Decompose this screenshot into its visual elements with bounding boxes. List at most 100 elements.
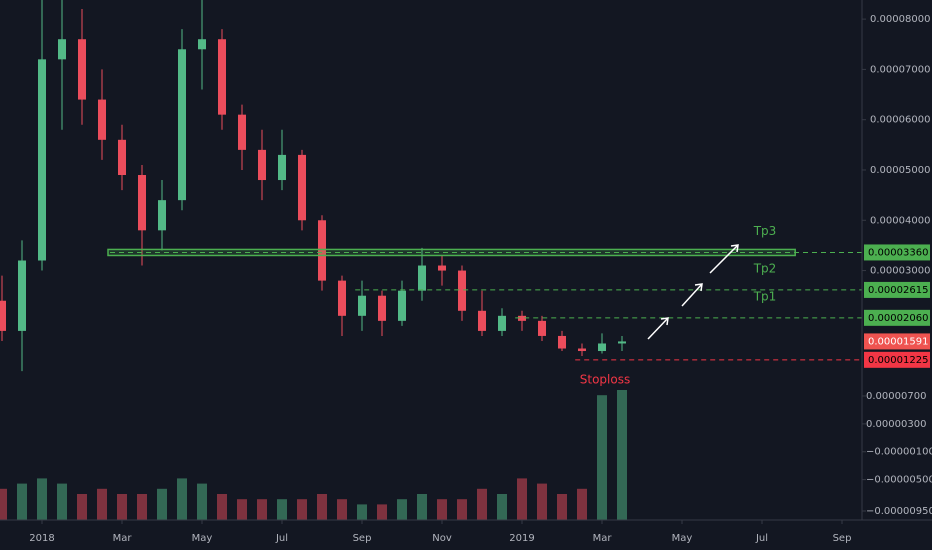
y2-tick-label: 0.00000700 xyxy=(866,391,926,402)
candle-body xyxy=(38,59,46,261)
volume-bar xyxy=(277,499,287,520)
candle-body xyxy=(178,49,186,201)
candle-body xyxy=(378,295,386,321)
candle-body xyxy=(18,260,26,331)
arrows xyxy=(647,244,739,340)
candle-body xyxy=(498,315,506,331)
arrow xyxy=(647,317,669,340)
x-tick-label: Mar xyxy=(593,533,613,544)
candle-body xyxy=(518,315,526,321)
candle-body xyxy=(78,39,86,100)
y-tick-label: 0.00003000 xyxy=(870,266,930,277)
current-price-label: 0.00001591 xyxy=(868,336,928,347)
x-tick-label: 2018 xyxy=(29,533,54,544)
candle-body xyxy=(458,270,466,311)
candle-body xyxy=(158,200,166,231)
level-name: Tp3 xyxy=(753,224,777,238)
volume-bar xyxy=(317,494,327,520)
volume-bar xyxy=(237,499,247,520)
volume-bar xyxy=(97,488,107,520)
level-label-box xyxy=(864,351,930,368)
candle-body xyxy=(358,295,366,316)
candle-body xyxy=(398,290,406,321)
candle-body xyxy=(238,114,246,150)
y-tick-label: 0.00006000 xyxy=(870,115,930,126)
arrow xyxy=(709,244,739,274)
arrow-head xyxy=(694,283,703,292)
x-tick-label: Jul xyxy=(755,533,768,544)
volume-bar xyxy=(217,494,227,520)
volume-bar xyxy=(597,395,607,520)
level-label-box xyxy=(864,281,930,298)
volume-bar xyxy=(257,499,267,520)
volume-bar xyxy=(297,499,307,520)
candle-body xyxy=(198,39,206,50)
candle-body xyxy=(438,265,446,271)
y2-tick-label: −0.00000100 xyxy=(866,447,932,458)
candle-body xyxy=(418,265,426,291)
y-tick-label: 0.00008000 xyxy=(870,14,930,25)
level-label-box xyxy=(864,244,930,261)
candle-body xyxy=(558,335,566,349)
volume-bar xyxy=(537,483,547,520)
level-label: 0.00003360 xyxy=(868,247,928,258)
volume-bar xyxy=(477,488,487,520)
volume-bar xyxy=(197,483,207,520)
volume-bar xyxy=(457,499,467,520)
y2-tick-label: −0.00000950 xyxy=(866,506,932,517)
volume-bar xyxy=(0,488,7,520)
volume-bar xyxy=(177,478,187,520)
x-tick-label: Sep xyxy=(353,533,372,544)
candle-body xyxy=(618,341,626,344)
volume-bar xyxy=(377,504,387,520)
level-name: Tp1 xyxy=(753,289,777,303)
x-tick-label: May xyxy=(672,533,693,544)
volume-bar xyxy=(77,494,87,520)
volume-bar xyxy=(577,488,587,520)
volume-bar xyxy=(17,483,27,520)
arrow-head xyxy=(660,317,669,326)
level-name: Tp2 xyxy=(753,261,777,275)
volume-bar xyxy=(357,504,367,520)
level-label: 0.00001225 xyxy=(868,355,928,366)
volume-bar xyxy=(517,478,527,520)
level-label-box xyxy=(864,309,930,326)
candle-body xyxy=(138,175,146,231)
x-tick-label: Nov xyxy=(432,533,452,544)
volume-bar xyxy=(397,499,407,520)
x-tick-label: May xyxy=(192,533,213,544)
volume-bar xyxy=(37,478,47,520)
candle-body xyxy=(258,149,266,181)
volume-bar xyxy=(57,483,67,520)
y-tick-label: 0.00004000 xyxy=(870,215,930,226)
candle-body xyxy=(578,348,586,352)
volume-bar xyxy=(137,494,147,520)
arrow xyxy=(681,283,703,307)
volume-bar xyxy=(437,499,447,520)
y-tick-label: 0.00007000 xyxy=(870,64,930,75)
current-price-box xyxy=(864,333,930,350)
volume-bar xyxy=(557,494,567,520)
candle-body xyxy=(278,154,286,181)
volume-bar xyxy=(617,390,627,520)
candle-body xyxy=(58,39,66,60)
candle-body xyxy=(298,154,306,221)
candle-body xyxy=(538,320,546,336)
candle-body xyxy=(118,139,126,176)
volume-bar xyxy=(417,494,427,520)
volume-bar xyxy=(117,494,127,520)
candle-body xyxy=(598,343,606,352)
volume-bar xyxy=(157,488,167,520)
candle-body xyxy=(218,39,226,115)
arrow-head xyxy=(730,244,739,253)
candle-body xyxy=(478,310,486,331)
candle-body xyxy=(318,220,326,281)
level-label: 0.00002060 xyxy=(868,313,928,324)
x-tick-label: Sep xyxy=(833,533,852,544)
x-tick-label: Jul xyxy=(275,533,288,544)
candle-body xyxy=(0,300,7,331)
level-label: 0.00002615 xyxy=(868,285,928,296)
x-tick-label: 2019 xyxy=(509,533,534,544)
volume-bar xyxy=(497,494,507,520)
